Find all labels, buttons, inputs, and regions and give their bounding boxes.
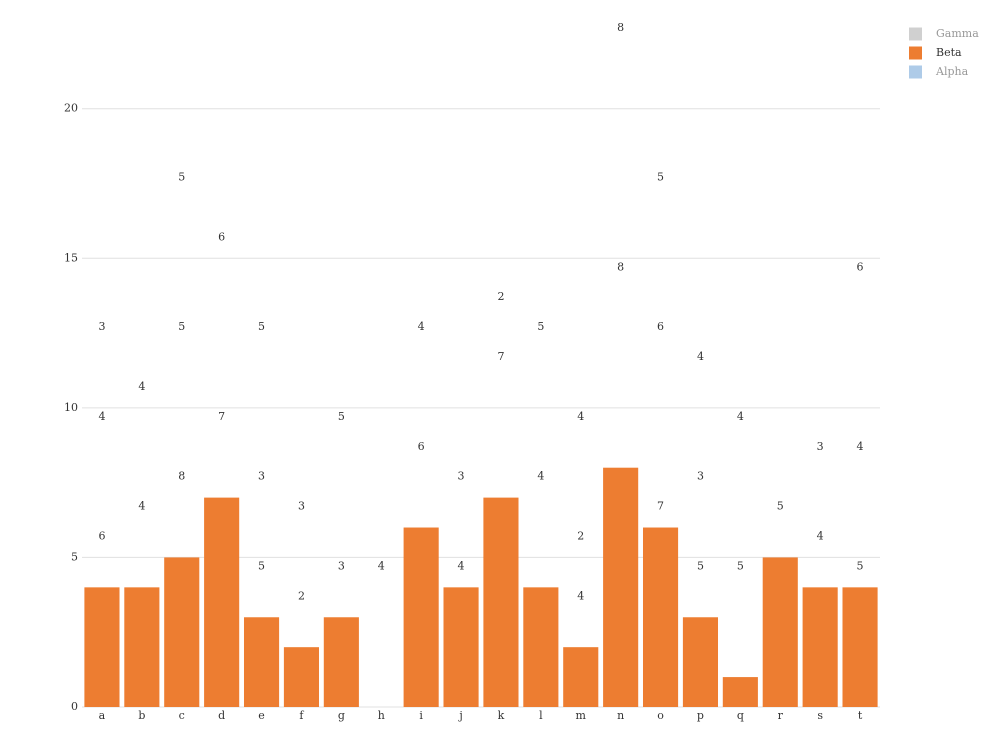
bar bbox=[523, 587, 559, 707]
x-tick-label: h bbox=[378, 709, 385, 722]
y-tick-label: 0 bbox=[71, 700, 78, 713]
bar bbox=[164, 557, 200, 707]
bar bbox=[483, 497, 519, 707]
legend-label: Beta bbox=[936, 46, 962, 59]
y-tick-label: 20 bbox=[64, 102, 78, 115]
value-label: 6 bbox=[857, 260, 864, 273]
bar bbox=[204, 497, 240, 707]
value-label: 5 bbox=[178, 320, 185, 333]
value-label: 4 bbox=[577, 410, 584, 423]
bar bbox=[842, 587, 878, 707]
x-tick-label: f bbox=[299, 709, 304, 722]
value-label: 5 bbox=[258, 320, 265, 333]
x-tick-label: c bbox=[179, 709, 185, 722]
bar bbox=[722, 677, 758, 707]
bar bbox=[84, 587, 120, 707]
value-label: 4 bbox=[138, 500, 145, 513]
bar bbox=[443, 587, 479, 707]
value-label: 2 bbox=[577, 530, 584, 543]
bar bbox=[563, 647, 599, 707]
x-tick-label: q bbox=[737, 709, 744, 722]
x-tick-label: t bbox=[858, 709, 863, 722]
x-tick-label: p bbox=[697, 709, 704, 722]
value-label: 4 bbox=[857, 440, 864, 453]
legend-label: Gamma bbox=[936, 27, 979, 40]
bar bbox=[243, 617, 280, 707]
x-tick-label: i bbox=[419, 709, 423, 722]
legend-swatch bbox=[909, 27, 922, 41]
x-tick-label: s bbox=[817, 709, 823, 722]
value-label: 4 bbox=[138, 380, 145, 393]
value-label: 8 bbox=[617, 260, 624, 273]
value-label: 4 bbox=[737, 410, 744, 423]
value-label: 7 bbox=[657, 500, 664, 513]
value-label: 4 bbox=[577, 589, 584, 602]
x-tick-label: o bbox=[657, 709, 664, 722]
x-tick-label: l bbox=[539, 709, 543, 722]
y-tick-label: 10 bbox=[64, 401, 78, 414]
legend-label: Alpha bbox=[935, 65, 969, 78]
value-label: 3 bbox=[258, 470, 265, 483]
value-label: 6 bbox=[657, 320, 664, 333]
bar bbox=[403, 527, 439, 707]
bar bbox=[802, 587, 838, 707]
value-label: 2 bbox=[497, 290, 504, 303]
value-label: 3 bbox=[458, 470, 465, 483]
x-tick-label: b bbox=[138, 709, 145, 722]
bar bbox=[283, 647, 320, 707]
value-label: 3 bbox=[817, 440, 824, 453]
value-label: 3 bbox=[338, 559, 345, 572]
x-tick-label: e bbox=[258, 709, 265, 722]
y-tick-label: 5 bbox=[71, 550, 78, 563]
legend-swatch bbox=[909, 46, 922, 60]
value-label: 5 bbox=[178, 171, 185, 184]
value-label: 4 bbox=[458, 559, 465, 572]
bar bbox=[642, 527, 679, 707]
value-label: 8 bbox=[617, 21, 624, 34]
x-tick-label: n bbox=[617, 709, 624, 722]
value-label: 2 bbox=[298, 589, 305, 602]
value-label: 5 bbox=[657, 171, 664, 184]
value-label: 5 bbox=[537, 320, 544, 333]
value-label: 4 bbox=[817, 530, 824, 543]
value-label: 5 bbox=[857, 559, 864, 572]
bar bbox=[762, 557, 798, 707]
x-tick-label: r bbox=[778, 709, 784, 722]
legend-swatch bbox=[909, 65, 922, 79]
bar bbox=[682, 617, 719, 707]
x-tick-label: d bbox=[218, 709, 225, 722]
value-label: 4 bbox=[537, 470, 544, 483]
value-label: 5 bbox=[697, 559, 704, 572]
value-label: 3 bbox=[298, 500, 305, 513]
y-tick-label: 15 bbox=[64, 251, 78, 264]
bar bbox=[603, 467, 639, 707]
value-label: 8 bbox=[178, 470, 185, 483]
value-label: 4 bbox=[98, 410, 105, 423]
x-tick-label: m bbox=[576, 709, 587, 722]
value-label: 7 bbox=[218, 410, 225, 423]
bar bbox=[124, 587, 160, 707]
x-tick-label: a bbox=[99, 709, 106, 722]
x-tick-label: k bbox=[498, 709, 505, 722]
value-label: 7 bbox=[497, 350, 504, 363]
x-tick-label: g bbox=[338, 709, 345, 722]
value-label: 6 bbox=[98, 530, 105, 543]
value-label: 4 bbox=[378, 559, 385, 572]
value-label: 4 bbox=[697, 350, 704, 363]
value-label: 5 bbox=[338, 410, 345, 423]
value-label: 4 bbox=[418, 320, 425, 333]
value-label: 5 bbox=[737, 559, 744, 572]
value-label: 3 bbox=[98, 320, 105, 333]
value-label: 5 bbox=[258, 559, 265, 572]
bar bbox=[323, 617, 359, 707]
value-label: 6 bbox=[418, 440, 425, 453]
value-label: 5 bbox=[777, 500, 784, 513]
value-label: 6 bbox=[218, 230, 225, 243]
value-label: 3 bbox=[697, 470, 704, 483]
x-tick-label: j bbox=[457, 709, 462, 722]
